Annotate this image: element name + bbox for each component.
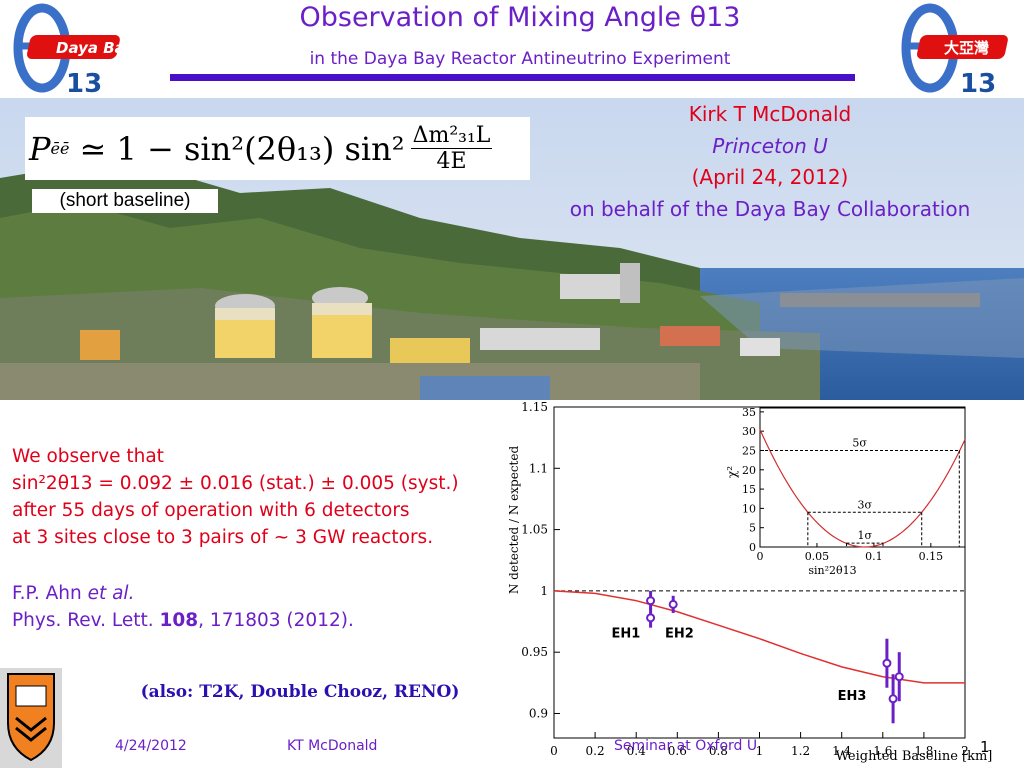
logo-right-num: 13 (960, 69, 996, 94)
data-point (646, 613, 656, 623)
inset-y-tick-label: 25 (742, 444, 756, 457)
x-tick-label: 0.6 (668, 744, 687, 758)
inset-y-tick-label: 15 (742, 483, 756, 496)
daya-bay-logo-right: 大亞灣 13 (901, 3, 1008, 94)
obs-line-4: at 3 sites close to 3 pairs of ~ 3 GW re… (12, 527, 434, 548)
inset-y-tick-label: 35 (742, 406, 756, 419)
inset-x-axis-label: sin²2θ13 (808, 564, 856, 577)
x-tick-label: 0.4 (627, 744, 646, 758)
x-tick-label: 1.2 (791, 744, 810, 758)
slide-subtitle: in the Daya Bay Reactor Antineutrino Exp… (309, 49, 731, 69)
author-behalf: on behalf of the Daya Bay Collaboration (569, 197, 971, 221)
obs-line-1: We observe that (12, 446, 164, 467)
y-tick-label: 0.95 (521, 645, 548, 659)
formula-sub: ēē (50, 139, 70, 158)
sigma-level-label: 1σ (858, 529, 873, 542)
page-number: 1 (980, 738, 990, 756)
x-tick-label: 0.8 (709, 744, 728, 758)
y-tick-label: 0.9 (529, 706, 548, 720)
y-axis-label: N detected / N expected (507, 446, 521, 595)
data-point (668, 599, 678, 609)
inset-x-tick-label: 0.05 (805, 550, 830, 563)
plot-panel: 0 0.2 0.4 0.6 0.8 1 1.2 1.4 1.6 1.8 2 0.9 0.95 1 1.05 1… (478, 400, 1024, 768)
chi2-curve (759, 429, 966, 548)
y-tick-label: 1.05 (521, 523, 548, 537)
sigma-level-label: 3σ (858, 498, 873, 511)
x-tick-label: 1.4 (832, 744, 851, 758)
footer-author: KT McDonald (287, 738, 378, 754)
data-point (888, 694, 898, 704)
inset-y-tick-label: 20 (742, 464, 756, 477)
ref-pages: , 171803 (2012). (198, 610, 354, 631)
formula-numerator: Δm²₃₁L (410, 123, 493, 149)
obs-line-2: sin²2θ13 = 0.092 ± 0.016 (stat.) ± 0.005… (12, 473, 459, 494)
author-date: (April 24, 2012) (691, 165, 849, 189)
slide-title: Observation of Mixing Angle θ13 (299, 2, 741, 33)
x-axis-label: Weighted Baseline [km] (836, 749, 993, 764)
author-affiliation: Princeton U (712, 134, 828, 158)
logo-right-label: 大亞灣 (944, 39, 989, 57)
reactor-landscape-image (0, 98, 1024, 400)
hall-label-eh2: EH2 (665, 626, 694, 641)
y-tick-label: 1.1 (529, 461, 548, 475)
footer-date: 4/24/2012 (115, 738, 187, 754)
sigma-level-label: 5σ (852, 436, 867, 449)
princeton-shield-logo (0, 668, 62, 768)
daya-bay-logo-left: Daya Bay 13 (13, 3, 134, 94)
formula-denominator: 4E (436, 149, 467, 174)
ref-journal: Phys. Rev. Lett. (12, 610, 160, 631)
inset-x-tick-label: 0.1 (865, 550, 883, 563)
reactor-photo (0, 98, 1024, 400)
logo-left-num: 13 (66, 69, 102, 94)
logo-left-label: Daya Bay (56, 39, 134, 57)
x-tick-label: 0 (550, 744, 558, 758)
data-point (882, 658, 892, 668)
observation-text: We observe that sin²2θ13 = 0.092 ± 0.016… (12, 443, 512, 551)
ref-etal: et al. (87, 583, 135, 604)
short-baseline-label: (short baseline) (32, 189, 218, 213)
x-tick-label: 1 (756, 744, 764, 758)
data-point (894, 672, 904, 682)
inset-y-tick-label: 10 (742, 502, 756, 515)
formula-p: P (29, 129, 51, 168)
author-name: Kirk T McDonald (688, 102, 852, 126)
reference-text: F.P. Ahn et al. Phys. Rev. Lett. 108, 17… (12, 580, 512, 634)
formula-main: ≃ 1 − sin²(2θ₁₃) sin² (79, 129, 405, 168)
obs-line-3: after 55 days of operation with 6 detect… (12, 500, 410, 521)
inset-y-tick-label: 0 (749, 541, 756, 554)
y-tick-label: 1 (540, 584, 548, 598)
hall-label-eh1: EH1 (612, 626, 641, 641)
inset-x-tick-label: 0.15 (919, 550, 944, 563)
title-rule (170, 74, 855, 81)
also-experiments: (also: T2K, Double Chooz, RENO) (140, 682, 460, 702)
x-tick-label: 1.8 (914, 744, 933, 758)
hall-label-eh3: EH3 (838, 689, 867, 704)
inset-frame (759, 407, 966, 548)
y-tick-label: 1.15 (521, 400, 548, 414)
inset-x-tick-label: 0 (757, 550, 764, 563)
x-tick-label: 2 (961, 744, 969, 758)
inset-y-axis-label: χ² (725, 466, 739, 478)
formula-fraction: Δm²₃₁L 4E (410, 123, 493, 174)
data-point (646, 596, 656, 606)
ratio-vs-baseline-chart: 0 0.2 0.4 0.6 0.8 1 1.2 1.4 1.6 1.8 2 0.9 0.95 1 1.05 1… (507, 400, 993, 764)
ref-authors: F.P. Ahn (12, 583, 88, 604)
footer-venue: Seminar at Oxford U (614, 738, 758, 754)
inset-y-tick-label: 5 (749, 522, 756, 535)
x-tick-label: 1.6 (873, 744, 892, 758)
x-tick-label: 0.2 (586, 744, 605, 758)
ref-volume: 108 (159, 610, 199, 631)
inset-y-tick-label: 30 (742, 425, 756, 438)
